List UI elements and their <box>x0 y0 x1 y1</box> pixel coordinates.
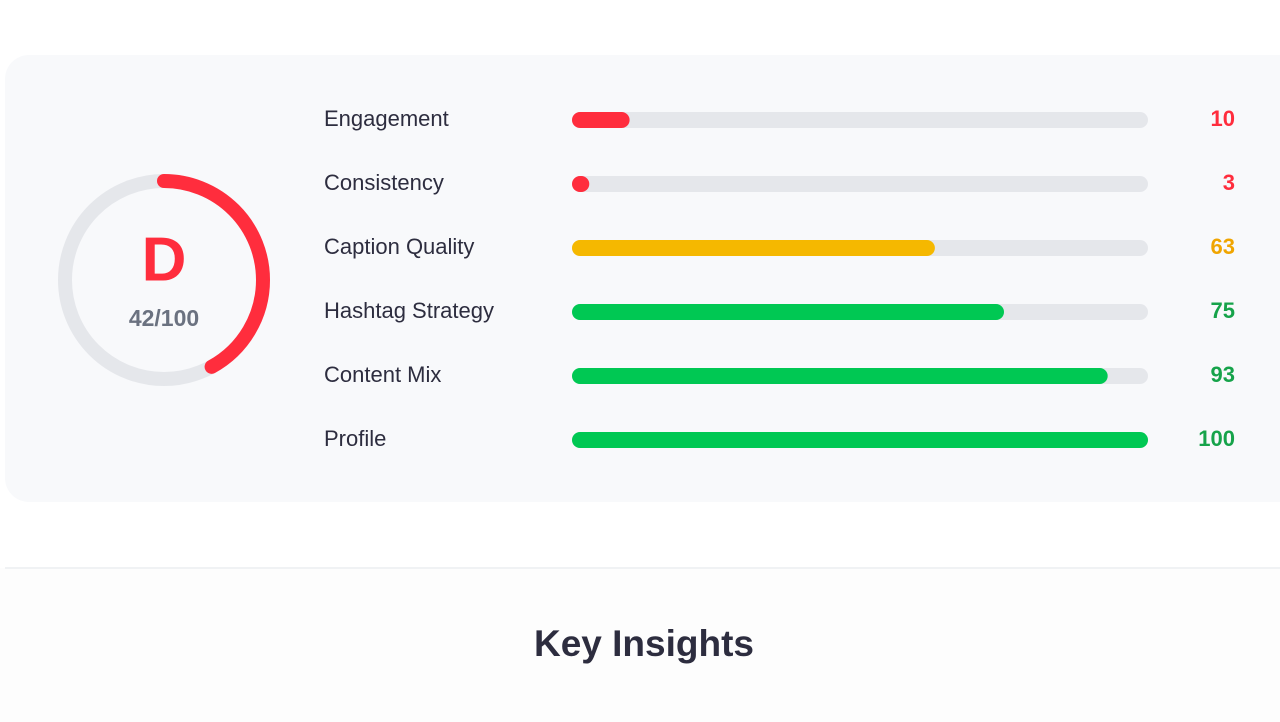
bar-fill <box>572 176 590 192</box>
bar-fill <box>572 368 1108 384</box>
score-card <box>5 55 1280 502</box>
metric-value: 10 <box>1211 106 1235 131</box>
bar-track <box>572 176 1148 192</box>
metric-name: Caption Quality <box>324 234 474 259</box>
metric-name: Hashtag Strategy <box>324 298 494 323</box>
insights-section <box>0 568 1280 722</box>
metric-value: 100 <box>1198 426 1235 451</box>
bar-track <box>572 112 1148 128</box>
metric-name: Engagement <box>324 106 449 131</box>
section-title: Key Insights <box>534 623 754 664</box>
metric-value: 3 <box>1223 170 1235 195</box>
metric-name: Profile <box>324 426 386 451</box>
score-label: 42/100 <box>129 305 199 331</box>
metric-name: Content Mix <box>324 362 441 387</box>
bar-fill <box>572 432 1148 448</box>
bar-fill <box>572 304 1004 320</box>
metric-name: Consistency <box>324 170 444 195</box>
bar-fill <box>572 240 935 256</box>
metric-value: 63 <box>1211 234 1235 259</box>
metric-value: 93 <box>1211 362 1235 387</box>
grade: D <box>142 225 187 294</box>
metric-value: 75 <box>1211 298 1235 323</box>
gauge-arc <box>58 174 270 386</box>
bar-fill <box>572 112 630 128</box>
